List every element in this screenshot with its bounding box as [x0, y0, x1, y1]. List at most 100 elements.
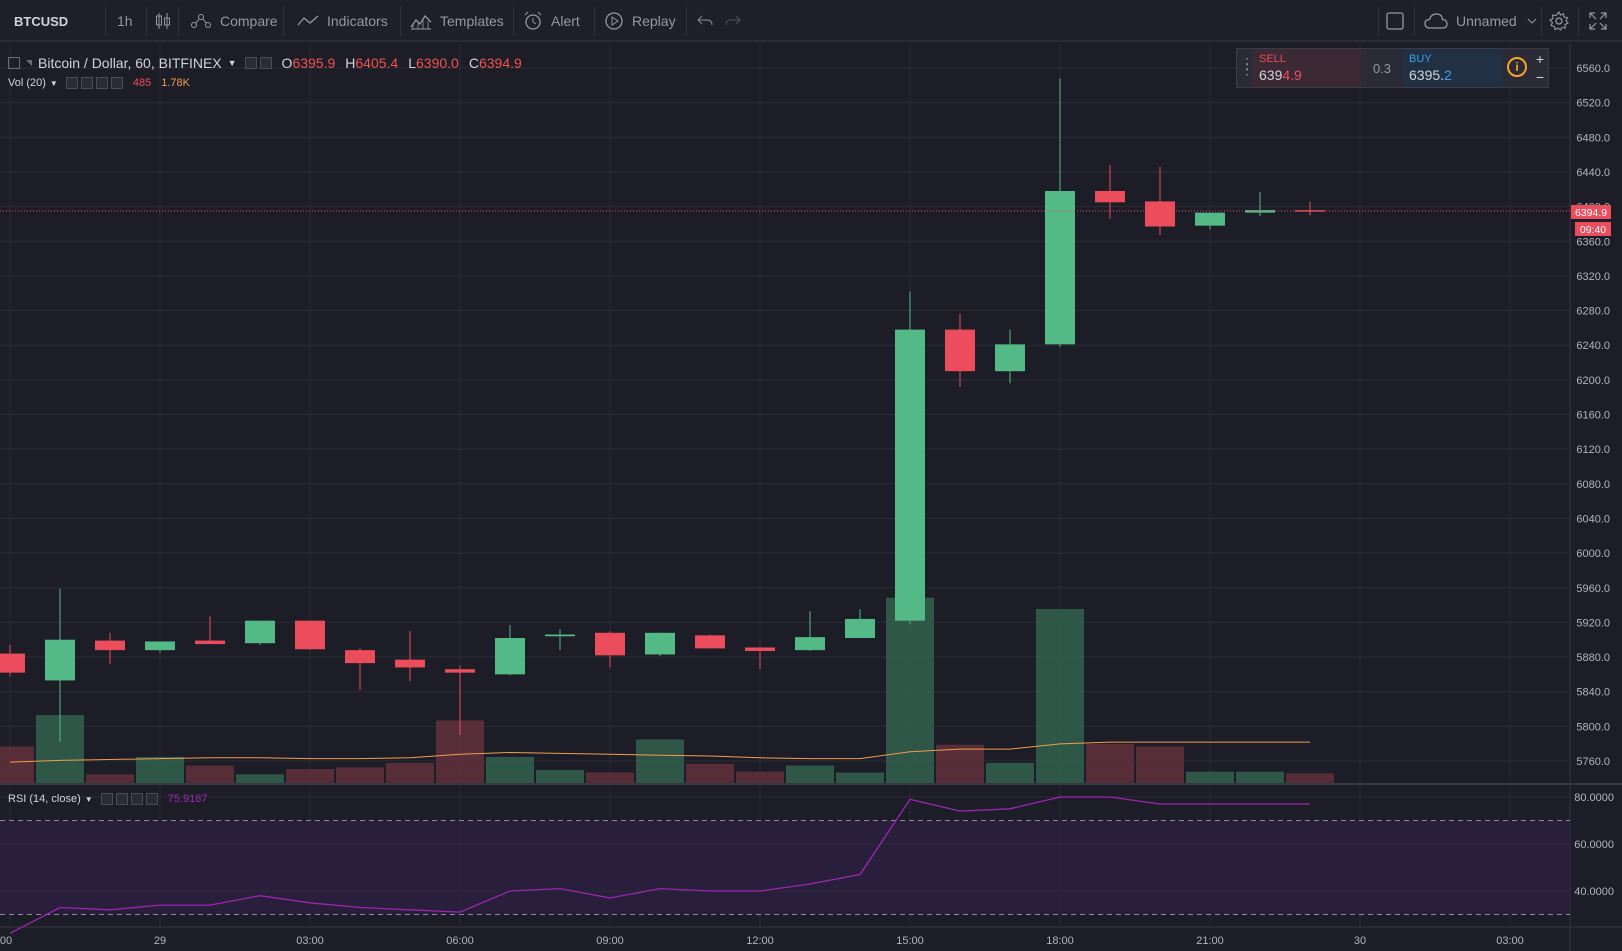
volume-bar: [736, 771, 784, 783]
series-actions: [244, 57, 272, 69]
price-tick-label: 6240.0: [1576, 340, 1610, 352]
time-tick-label: 21:00: [1196, 935, 1224, 947]
divider: [1414, 6, 1415, 36]
candle-body: [595, 632, 625, 656]
symbol-label: BTCUSD: [14, 13, 69, 29]
gear-icon[interactable]: [80, 77, 93, 89]
volume-bar: [486, 756, 534, 783]
fullscreen-button[interactable]: [1589, 0, 1607, 42]
price-tick-label: 5840.0: [1576, 687, 1610, 699]
settings-button[interactable]: [1549, 0, 1569, 42]
chevron-down-icon[interactable]: ▼: [84, 794, 93, 804]
close-value: 6394.9: [478, 55, 522, 71]
divider: [1541, 6, 1542, 36]
templates-button[interactable]: Templates: [410, 0, 504, 42]
candle-body: [495, 637, 525, 675]
close-icon[interactable]: [145, 793, 158, 805]
divider: [513, 6, 514, 36]
eye-icon[interactable]: [100, 793, 113, 805]
volume-bar: [536, 769, 584, 783]
interval-button[interactable]: 1h: [117, 0, 133, 42]
candles-icon: [156, 13, 170, 29]
close-icon[interactable]: [110, 77, 123, 89]
candle-body: [395, 659, 425, 668]
square-icon: [1386, 12, 1404, 30]
price-tick-label: 6560.0: [1576, 63, 1610, 75]
volume-bar: [136, 756, 184, 783]
candle-body: [645, 632, 675, 655]
divider: [178, 6, 179, 36]
price-chart[interactable]: 6560.06520.06480.06440.06400.06360.06320…: [0, 44, 1622, 951]
price-tick-label: 5800.0: [1576, 721, 1610, 733]
candle-body: [295, 620, 325, 650]
redo-icon: [725, 15, 741, 26]
high-label: H: [345, 55, 356, 71]
divider: [594, 6, 595, 36]
gear-icon[interactable]: [115, 793, 128, 805]
info-icon[interactable]: i: [1507, 57, 1527, 77]
collapse-icon[interactable]: [8, 57, 20, 69]
rsi-tick-label: 60.0000: [1574, 839, 1614, 851]
buy-button[interactable]: BUY 6395.2: [1403, 49, 1503, 87]
alarm-clock-icon: [524, 11, 542, 30]
decrease-quantity-button[interactable]: −: [1535, 69, 1545, 85]
redo-button[interactable]: [725, 0, 741, 42]
time-tick-label: 29: [154, 935, 166, 947]
volume-bar: [1036, 609, 1084, 783]
fullscreen-layout-button[interactable]: [1386, 0, 1404, 42]
chart-style-button[interactable]: [155, 0, 171, 42]
candle-body: [1145, 201, 1175, 227]
candle-body: [545, 634, 575, 637]
plus-icon[interactable]: [95, 77, 108, 89]
rsi-line: [9, 796, 1310, 934]
candle-body: [195, 640, 225, 645]
volume-title[interactable]: Vol (20): [8, 77, 46, 89]
rsi-title[interactable]: RSI (14, close): [8, 793, 81, 805]
drag-handle-icon[interactable]: ⋮ ⋮: [1240, 55, 1254, 77]
trading-panel: ⋮ ⋮ SELL 6394.9 0.3 BUY 6395.2 i + −: [1236, 48, 1549, 88]
buy-price-tail: 2: [1444, 67, 1452, 83]
replay-label: Replay: [632, 13, 676, 29]
alert-button[interactable]: Alert: [523, 0, 580, 42]
indicators-button[interactable]: Indicators: [297, 0, 388, 42]
sell-button[interactable]: SELL 6394.9: [1253, 49, 1361, 87]
rsi-value: 75.9187: [167, 793, 208, 805]
time-tick-label: 30: [1354, 935, 1366, 947]
symbol-search[interactable]: BTCUSD: [14, 0, 68, 42]
price-tick-label: 6120.0: [1576, 444, 1610, 456]
chevron-down-icon[interactable]: ▼: [49, 78, 58, 88]
sell-label: SELL: [1259, 53, 1286, 65]
rsi-background: [0, 796, 1570, 915]
candle-body: [0, 653, 25, 673]
eye-icon[interactable]: [244, 57, 257, 69]
price-tick-label: 6320.0: [1576, 271, 1610, 283]
replay-button[interactable]: Replay: [604, 0, 676, 42]
chevron-down-icon: [1527, 18, 1537, 24]
volume-bar: [886, 597, 934, 783]
price-tick-label: 6280.0: [1576, 306, 1610, 318]
price-tick-label: 5960.0: [1576, 583, 1610, 595]
increase-quantity-button[interactable]: +: [1535, 51, 1545, 67]
gear-icon[interactable]: [259, 57, 272, 69]
close-label: C: [468, 55, 479, 71]
volume-bar: [286, 769, 334, 783]
divider: [1378, 6, 1379, 36]
compare-button[interactable]: Compare: [190, 0, 278, 42]
chart-grid: [0, 44, 1622, 951]
candle-body: [995, 344, 1025, 372]
volume-bar: [586, 772, 634, 783]
price-axis: 6560.06520.06480.06440.06400.06360.06320…: [1574, 63, 1614, 898]
layout-save-button[interactable]: Unnamed: [1424, 0, 1537, 42]
candle-body: [145, 641, 175, 651]
replay-icon: [605, 12, 623, 30]
undo-button[interactable]: [697, 0, 713, 42]
candle-body: [745, 647, 775, 651]
plus-icon[interactable]: [130, 793, 143, 805]
eye-icon[interactable]: [65, 77, 78, 89]
volume-bar: [986, 762, 1034, 783]
alert-label: Alert: [551, 13, 580, 29]
volume-bar: [386, 762, 434, 783]
series-title[interactable]: Bitcoin / Dollar, 60, BITFINEX: [38, 55, 222, 71]
chevron-down-icon[interactable]: ▼: [227, 58, 237, 68]
templates-label: Templates: [440, 13, 504, 29]
